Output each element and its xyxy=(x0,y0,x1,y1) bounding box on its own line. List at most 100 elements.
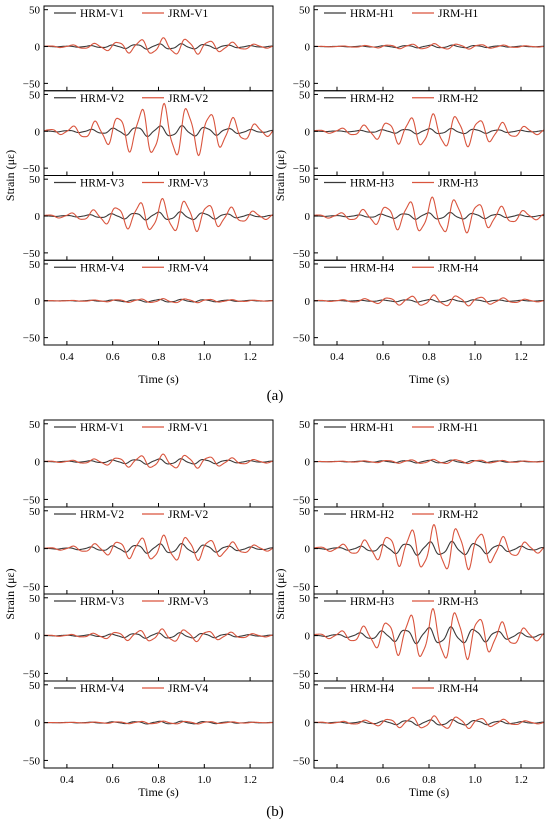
panel-jrm-h3: −50 0 50 HRM-H3 JRM-H3 xyxy=(293,174,545,261)
y-tick-label: 50 xyxy=(299,680,311,692)
y-tick-label: 0 xyxy=(35,457,41,469)
y-tick-label: −50 xyxy=(23,163,41,175)
y-tick-label: −50 xyxy=(293,668,311,680)
x-tick-label: 0.8 xyxy=(422,351,436,363)
legend-hrm-label: HRM-V2 xyxy=(80,509,124,521)
y-tick-label: −50 xyxy=(293,755,311,767)
panel-frame xyxy=(43,259,274,346)
part-1-column-0: −50 0 50 HRM-V1 JRM-V1 −50 0 50 HRM-V2 JRM-V2 −50 0… xyxy=(3,419,274,799)
legend-hrm-label: HRM-V3 xyxy=(80,596,124,608)
hrm-series-line xyxy=(44,43,273,50)
panel-jrm-v3: −50 0 50 HRM-V3 JRM-V3 xyxy=(23,174,274,261)
legend-jrm-label: JRM-H3 xyxy=(438,178,479,190)
x-tick-label: 1.0 xyxy=(197,774,211,786)
y-tick-label: 50 xyxy=(299,89,311,101)
y-tick-label: 0 xyxy=(305,457,311,469)
panel-frame xyxy=(43,680,274,769)
panel-jrm-h2: −50 0 50 HRM-H2 JRM-H2 xyxy=(293,506,545,595)
legend-hrm-label: HRM-V1 xyxy=(80,8,124,20)
jrm-series-line xyxy=(314,715,544,730)
x-tick-label: 0.4 xyxy=(330,774,344,786)
y-tick-label: 50 xyxy=(299,593,311,605)
x-tick-label: 0.6 xyxy=(376,351,390,363)
panel-frame xyxy=(313,5,545,92)
panel-jrm-v4: −50 0 50 HRM-V4 JRM-V4 xyxy=(23,680,274,769)
jrm-series-line xyxy=(314,294,544,307)
y-tick-label: 0 xyxy=(35,42,41,54)
panel-jrm-h1: −50 0 50 HRM-H1 JRM-H1 xyxy=(293,5,545,92)
jrm-series-line xyxy=(44,534,273,561)
y-tick-label: 50 xyxy=(299,259,311,271)
panel-frame xyxy=(313,680,545,769)
legend-hrm-label: HRM-H4 xyxy=(350,683,394,695)
panel-jrm-h4: −50 0 50 HRM-H4 JRM-H4 xyxy=(293,259,545,346)
y-tick-label: 50 xyxy=(29,89,41,101)
panel-frame xyxy=(43,5,274,92)
y-tick-label: 0 xyxy=(35,631,41,643)
x-tick-label: 0.8 xyxy=(152,351,166,363)
part-1-column-1: −50 0 50 HRM-H1 JRM-H1 −50 0 50 HRM-H2 JRM-H2 −50 0… xyxy=(273,419,545,799)
x-tick-label: 1.0 xyxy=(468,774,482,786)
hrm-series-line xyxy=(44,458,273,465)
legend-jrm-label: JRM-V4 xyxy=(168,262,209,274)
y-tick-label: 50 xyxy=(29,506,41,518)
y-tick-label: −50 xyxy=(293,163,311,175)
x-tick-label: 0.6 xyxy=(106,351,120,363)
y-tick-label: −50 xyxy=(23,78,41,90)
legend-jrm-label: JRM-H2 xyxy=(438,509,479,521)
y-tick-label: −50 xyxy=(293,333,311,345)
legend-jrm-label: JRM-H4 xyxy=(438,683,479,695)
y-tick-label: 0 xyxy=(305,126,311,138)
y-axis-label: Strain (με) xyxy=(3,568,17,619)
legend-hrm-label: HRM-H1 xyxy=(350,8,394,20)
x-tick-label: 1.0 xyxy=(197,351,211,363)
jrm-series-line xyxy=(314,196,544,234)
y-tick-label: −50 xyxy=(293,494,311,506)
y-tick-label: 50 xyxy=(299,419,311,431)
panel-jrm-v1: −50 0 50 HRM-V1 JRM-V1 xyxy=(23,5,274,92)
x-axis-label: Time (s) xyxy=(409,372,450,386)
x-tick-label: 1.0 xyxy=(468,351,482,363)
hrm-series-line xyxy=(314,211,544,220)
y-tick-label: −50 xyxy=(23,668,41,680)
x-tick-label: 0.4 xyxy=(60,774,74,786)
panel-jrm-h1: −50 0 50 HRM-H1 JRM-H1 xyxy=(293,419,545,508)
jrm-series-line xyxy=(314,524,544,571)
jrm-series-line xyxy=(44,37,273,55)
y-tick-label: 0 xyxy=(305,544,311,556)
legend-jrm-label: JRM-V2 xyxy=(168,93,209,105)
hrm-series-line xyxy=(44,542,273,554)
x-tick-label: 0.4 xyxy=(330,351,344,363)
y-tick-label: 50 xyxy=(29,593,41,605)
y-tick-label: 0 xyxy=(305,42,311,54)
panel-frame xyxy=(313,419,545,508)
jrm-series-line xyxy=(314,607,544,661)
legend-jrm-label: JRM-V3 xyxy=(168,178,209,190)
legend-hrm-label: HRM-H4 xyxy=(350,262,394,274)
legend-hrm-label: HRM-V1 xyxy=(80,422,124,434)
y-axis-label: Strain (με) xyxy=(273,568,287,619)
y-tick-label: 0 xyxy=(35,296,41,308)
panel-jrm-h2: −50 0 50 HRM-H2 JRM-H2 xyxy=(293,89,545,176)
jrm-series-line xyxy=(314,43,544,50)
legend-jrm-label: JRM-V4 xyxy=(168,683,209,695)
legend-jrm-label: JRM-V2 xyxy=(168,509,209,521)
legend-jrm-label: JRM-H4 xyxy=(438,262,479,274)
panel-jrm-v4: −50 0 50 HRM-V4 JRM-V4 xyxy=(23,259,274,346)
jrm-series-line xyxy=(44,197,273,233)
y-tick-label: −50 xyxy=(23,494,41,506)
legend-hrm-label: HRM-V4 xyxy=(80,683,124,695)
caption-b: (b) xyxy=(266,804,284,820)
y-tick-label: 0 xyxy=(305,211,311,223)
legend-hrm-label: HRM-V4 xyxy=(80,262,124,274)
legend-jrm-label: JRM-H1 xyxy=(438,8,479,20)
panel-frame xyxy=(43,419,274,508)
legend-hrm-label: HRM-H3 xyxy=(350,178,394,190)
legend-jrm-label: JRM-H3 xyxy=(438,596,479,608)
y-axis-label: Strain (με) xyxy=(273,150,287,201)
panel-frame xyxy=(313,259,545,346)
x-tick-label: 0.8 xyxy=(422,774,436,786)
legend-jrm-label: JRM-H1 xyxy=(438,422,479,434)
y-tick-label: 0 xyxy=(305,296,311,308)
